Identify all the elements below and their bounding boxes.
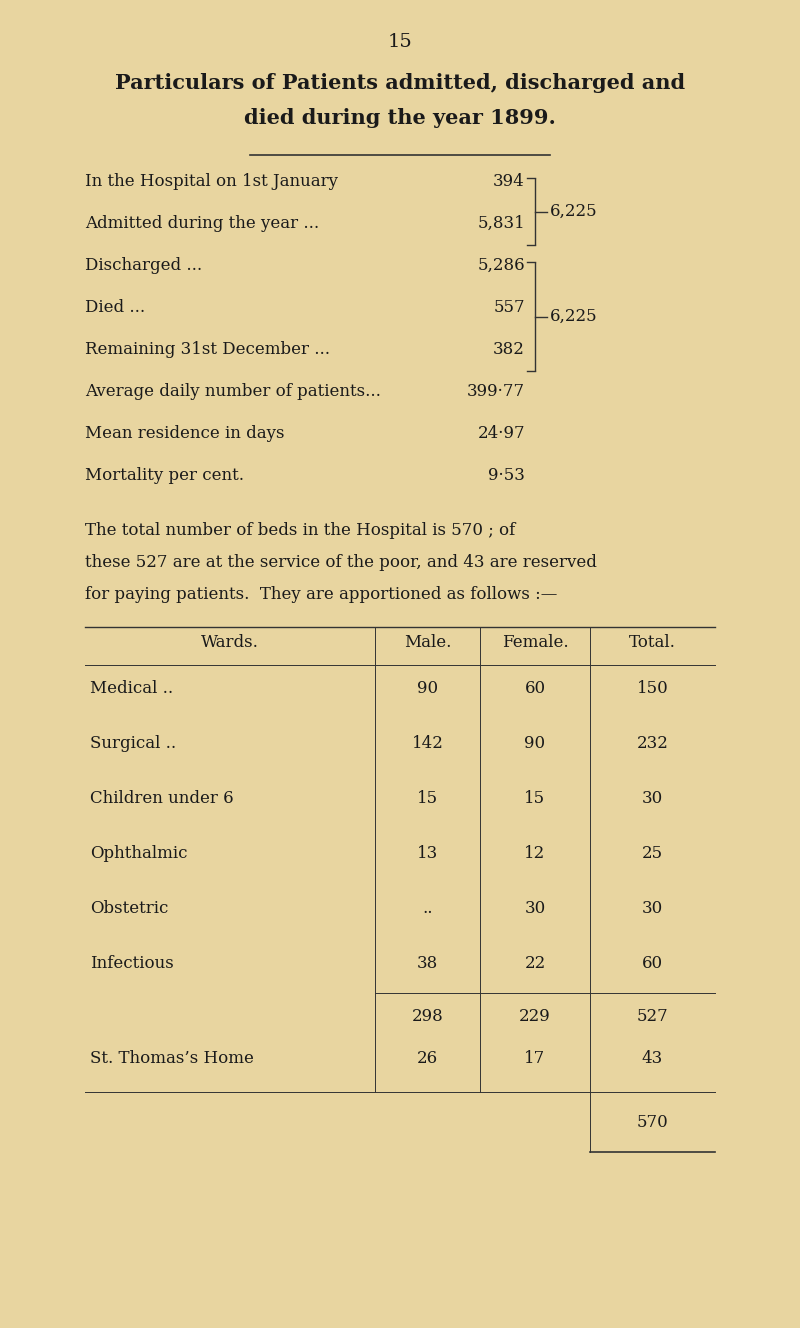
Text: 6,225: 6,225 [550,308,598,325]
Text: Male.: Male. [404,633,451,651]
Text: 13: 13 [417,845,438,862]
Text: 232: 232 [637,734,669,752]
Text: Mean residence in days: Mean residence in days [85,425,285,442]
Text: 150: 150 [637,680,668,697]
Text: 557: 557 [494,299,525,316]
Text: Medical ..: Medical .. [90,680,173,697]
Text: these 527 are at the service of the poor, and 43 are reserved: these 527 are at the service of the poor… [85,554,597,571]
Text: 5,831: 5,831 [478,215,525,232]
Text: Admitted during the year ...: Admitted during the year ... [85,215,319,232]
Text: 25: 25 [642,845,663,862]
Text: The total number of beds in the Hospital is 570 ; of: The total number of beds in the Hospital… [85,522,515,539]
Text: 22: 22 [524,955,546,972]
Text: Total.: Total. [629,633,676,651]
Text: 24·97: 24·97 [478,425,525,442]
Text: 90: 90 [417,680,438,697]
Text: 527: 527 [637,1008,668,1025]
Text: died during the year 1899.: died during the year 1899. [244,108,556,127]
Text: 5,286: 5,286 [478,258,525,274]
Text: Ophthalmic: Ophthalmic [90,845,187,862]
Text: Discharged ...: Discharged ... [85,258,202,274]
Text: 30: 30 [642,900,663,918]
Text: for paying patients.  They are apportioned as follows :—: for paying patients. They are apportione… [85,586,558,603]
Text: Mortality per cent.: Mortality per cent. [85,467,244,483]
Text: Female.: Female. [502,633,568,651]
Text: Wards.: Wards. [201,633,259,651]
Text: 38: 38 [417,955,438,972]
Text: 142: 142 [411,734,443,752]
Text: Obstetric: Obstetric [90,900,168,918]
Text: 30: 30 [524,900,546,918]
Text: 60: 60 [642,955,663,972]
Text: 26: 26 [417,1050,438,1066]
Text: 43: 43 [642,1050,663,1066]
Text: Died ...: Died ... [85,299,145,316]
Text: Surgical ..: Surgical .. [90,734,176,752]
Text: St. Thomas’s Home: St. Thomas’s Home [90,1050,254,1066]
Text: 9·53: 9·53 [488,467,525,483]
Text: 382: 382 [493,341,525,359]
Text: In the Hospital on 1st January: In the Hospital on 1st January [85,173,338,190]
Text: Particulars of Patients admitted, discharged and: Particulars of Patients admitted, discha… [115,73,685,93]
Text: 30: 30 [642,790,663,807]
Text: 15: 15 [525,790,546,807]
Text: 399·77: 399·77 [467,382,525,400]
Text: 60: 60 [525,680,546,697]
Text: 12: 12 [524,845,546,862]
Text: 15: 15 [388,33,412,50]
Text: 570: 570 [637,1114,668,1131]
Text: Remaining 31st December ...: Remaining 31st December ... [85,341,330,359]
Text: 17: 17 [524,1050,546,1066]
Text: Average daily number of patients...: Average daily number of patients... [85,382,381,400]
Text: Children under 6: Children under 6 [90,790,234,807]
Text: 15: 15 [417,790,438,807]
Text: ..: .. [422,900,433,918]
Text: 394: 394 [494,173,525,190]
Text: 90: 90 [525,734,546,752]
Text: 298: 298 [412,1008,443,1025]
Text: 229: 229 [519,1008,551,1025]
Text: 6,225: 6,225 [550,203,598,220]
Text: Infectious: Infectious [90,955,174,972]
